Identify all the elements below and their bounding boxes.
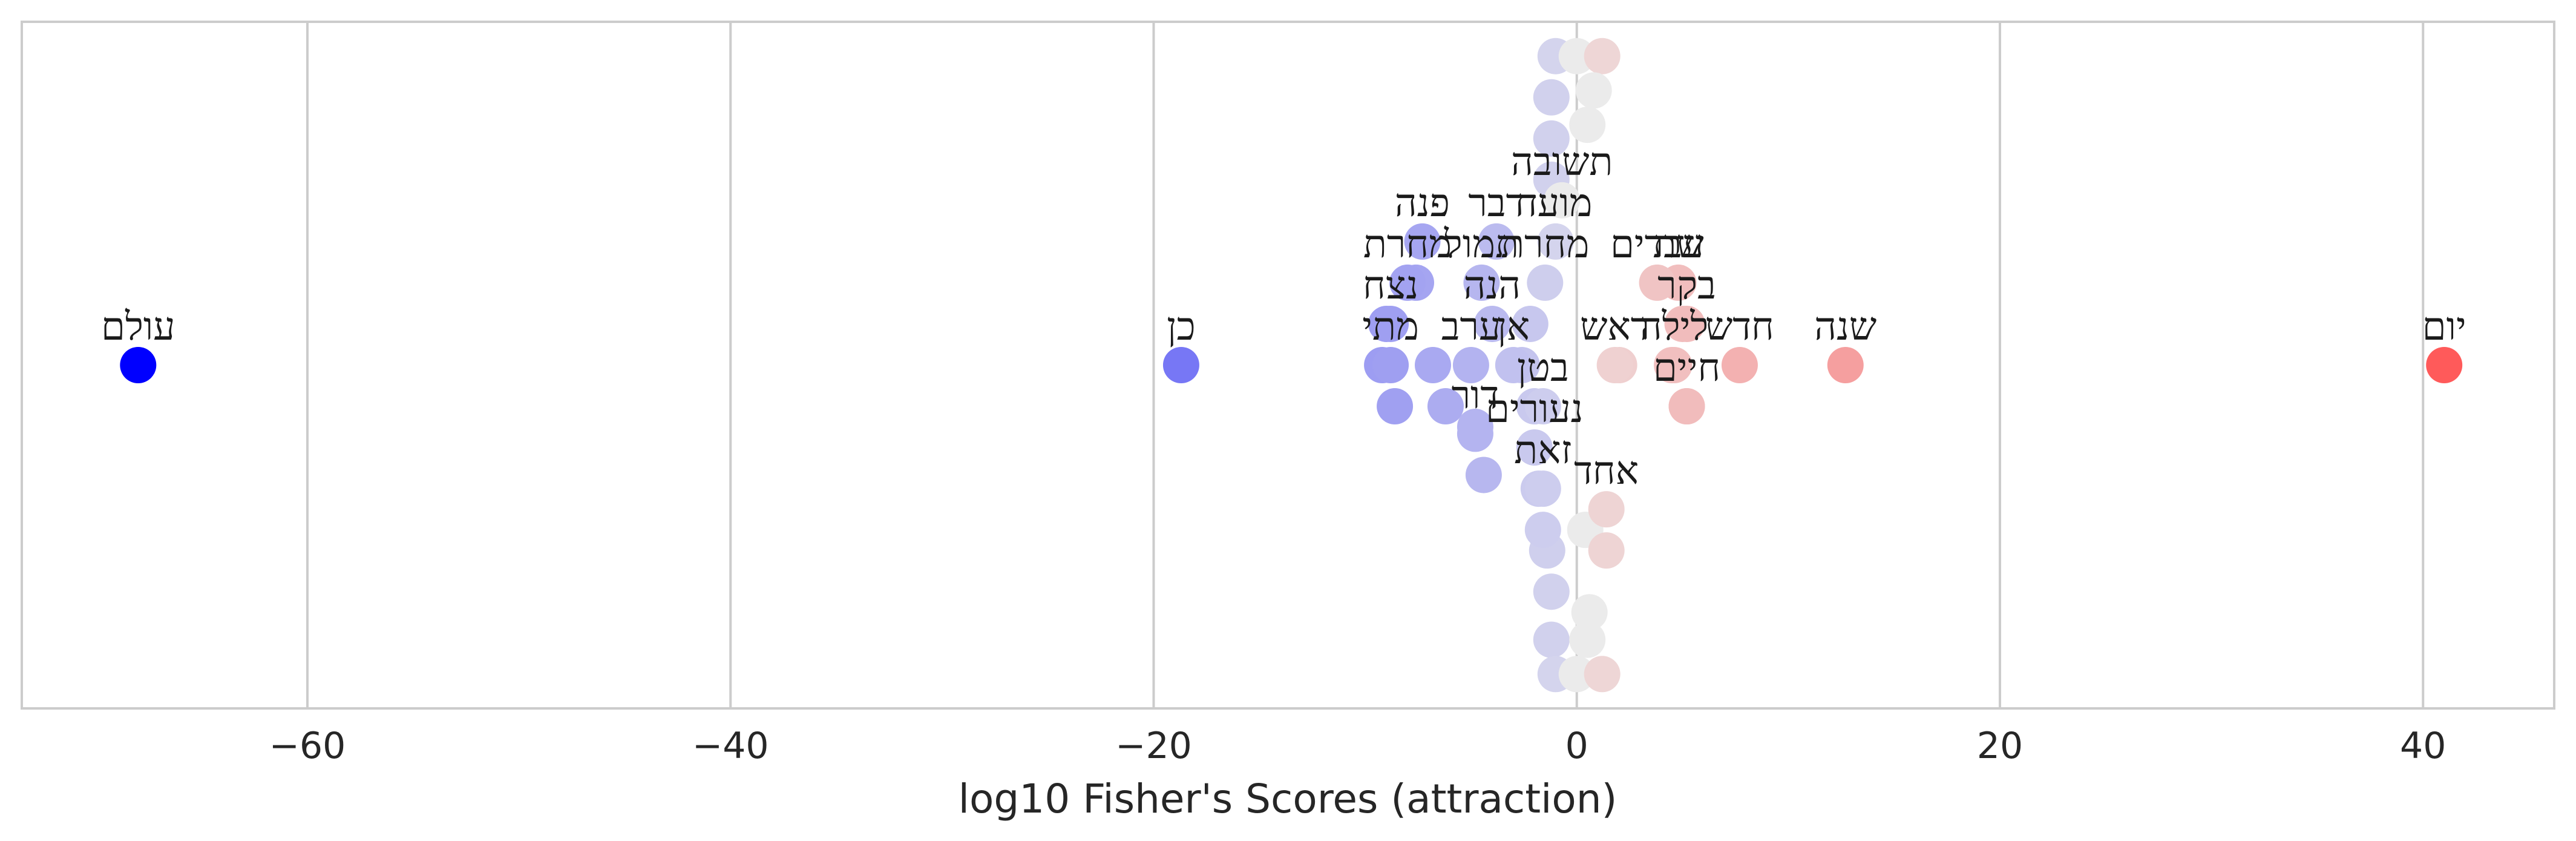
data-point (1452, 347, 1489, 383)
data-point (1668, 388, 1705, 425)
background-point (1584, 656, 1621, 693)
background-point (1414, 347, 1451, 383)
data-point (1537, 223, 1574, 260)
data-point (1544, 182, 1581, 219)
background-point (1533, 120, 1570, 157)
plot-area (21, 21, 2555, 710)
point-label: דבר (1468, 181, 1524, 226)
data-point (1588, 491, 1625, 528)
point-label: מחרת (1501, 222, 1589, 267)
point-label: פנה (1395, 181, 1450, 226)
background-point (1569, 107, 1606, 143)
point-label: עולם (101, 305, 175, 349)
x-tick-label: 40 (2400, 725, 2446, 767)
data-points (120, 38, 2463, 693)
background-point (1465, 457, 1502, 493)
point-label: אחד (1574, 449, 1639, 493)
point-label: מתי (1362, 305, 1419, 349)
background-point (1512, 305, 1549, 342)
data-point (2426, 347, 2463, 383)
background-point (1533, 79, 1570, 116)
background-point (1533, 621, 1570, 658)
background-point (1377, 388, 1414, 425)
point-label: יום (2422, 305, 2466, 349)
point-label: זאת (1514, 428, 1571, 473)
x-axis-label: log10 Fisher's Scores (attraction) (959, 776, 1617, 822)
point-label: חדש (1705, 305, 1774, 349)
x-tick-label: −20 (1115, 725, 1192, 767)
background-point (1588, 532, 1625, 569)
point-label: אן (1496, 305, 1530, 349)
point-label: שת (1653, 222, 1703, 267)
point-label: תמול (1444, 222, 1519, 267)
point-label: כן (1167, 305, 1196, 349)
point-label: ערב (1441, 305, 1501, 349)
data-point (1527, 264, 1564, 301)
data-point (1721, 347, 1758, 383)
data-point (1524, 388, 1561, 425)
point-label: הנה (1464, 263, 1521, 308)
data-point (1372, 305, 1409, 342)
x-tick-label: 0 (1565, 725, 1588, 767)
data-point (1389, 264, 1426, 301)
background-point (1533, 573, 1570, 610)
point-label: דור (1452, 373, 1499, 418)
point-label: נצח (1363, 263, 1418, 308)
background-point (1558, 656, 1595, 693)
data-point (1372, 347, 1409, 383)
data-point (1524, 470, 1561, 507)
x-tick-label: −60 (269, 725, 346, 767)
point-label: ראש (1580, 305, 1650, 349)
background-point (1584, 38, 1621, 74)
data-point (1495, 347, 1532, 383)
data-point (1473, 305, 1510, 342)
point-label: מחרת (1363, 222, 1452, 267)
data-point (1457, 415, 1493, 452)
point-label: לילה (1640, 305, 1708, 349)
point-label: תשובה (1511, 140, 1613, 185)
x-tick-label: −40 (692, 725, 769, 767)
data-point (1463, 264, 1500, 301)
point-label: שנה (1814, 305, 1876, 349)
point-label: חיים (1653, 346, 1720, 391)
data-point (1656, 347, 1693, 383)
data-point (1162, 347, 1199, 383)
background-point (1571, 594, 1608, 631)
x-tick-label: 20 (1977, 725, 2023, 767)
background-point (1575, 72, 1612, 109)
background-point (1569, 621, 1606, 658)
point-label: נעורים (1486, 387, 1584, 432)
background-point (1427, 388, 1464, 425)
background-point (1524, 512, 1561, 549)
data-point (120, 347, 157, 383)
data-point (1596, 347, 1633, 383)
data-point (1827, 347, 1864, 383)
x-tick-labels: −60 −40 −20 0 20 40 (269, 725, 2447, 767)
point-label: עברים (1610, 222, 1704, 267)
data-point (1516, 429, 1553, 466)
data-point (1404, 223, 1441, 260)
background-point (1558, 38, 1595, 74)
point-label: בטן (1517, 346, 1569, 391)
point-label: בקר (1657, 263, 1716, 308)
data-point (1478, 223, 1515, 260)
data-point (1639, 264, 1676, 301)
point-label: מועד (1519, 181, 1592, 226)
data-point (1668, 305, 1705, 342)
